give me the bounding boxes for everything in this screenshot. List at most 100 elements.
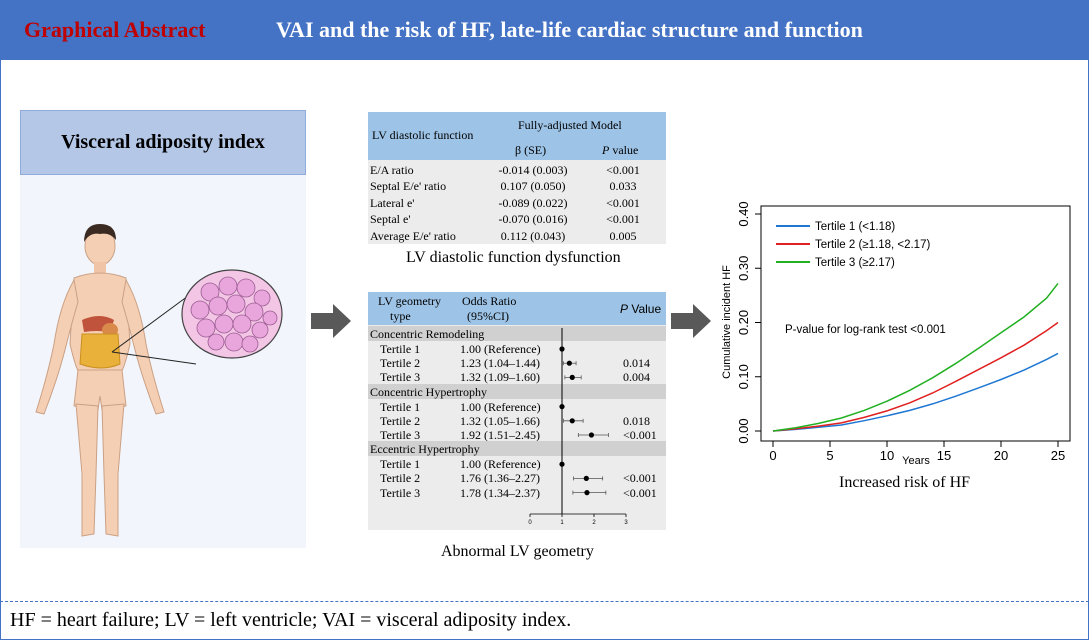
left-leg-shape (75, 403, 99, 537)
geometry-row-or: 1.32 (1.05–1.66) (460, 413, 540, 428)
series-line-2 (772, 321, 1059, 432)
graphical-abstract-label: Graphical Abstract (24, 17, 206, 42)
y-axis-label: Cumulative incident HF (721, 265, 733, 379)
geometry-row-name: Tertile 1 (380, 457, 421, 472)
abbreviation-footer: HF = heart failure; LV = left ventricle;… (10, 609, 572, 631)
geometry-section-title: Concentric Remodeling (370, 327, 485, 341)
diastolic-row-beta: 0.112 (0.043) (500, 228, 566, 243)
geometry-table-header (368, 292, 666, 325)
geometry-row-p: <0.001 (623, 428, 657, 442)
pointer-line-bottom (111, 351, 197, 365)
y-tick-label: 0.20 (736, 310, 751, 335)
geometry-row-name: Tertile 1 (380, 399, 421, 414)
odds-ratio-point (569, 374, 575, 380)
geometry-row-or: 1.00 (Reference) (460, 342, 541, 356)
x-tick-label: 15 (937, 448, 951, 463)
chart-caption: Increased risk of HF (839, 474, 971, 491)
or-header-line1: Odds Ratio (462, 294, 517, 308)
pointer-line-top (111, 295, 189, 353)
forest-tick-label: 2 (592, 520, 596, 526)
y-tick-label: 0.10 (736, 364, 751, 389)
diastolic-row-name: Septal E/e' ratio (370, 179, 447, 194)
diastolic-row-beta: -0.089 (0.022) (498, 195, 568, 210)
diastolic-row-name: E/A ratio (370, 163, 414, 177)
geometry-row-name: Tertile 3 (380, 428, 421, 442)
geometry-row-or: 1.00 (Reference) (460, 399, 541, 414)
geometry-section-title: Eccentric Hypertrophy (370, 442, 480, 457)
right-arm-shape (121, 278, 165, 415)
geometry-row-p: <0.001 (623, 485, 657, 500)
geometry-row-p: 0.018 (623, 413, 650, 428)
abstract-title: VAI and the risk of HF, late-life cardia… (276, 17, 863, 42)
diastolic-row-p: <0.001 (606, 212, 640, 227)
odds-ratio-point (569, 418, 575, 424)
plot-frame (760, 205, 1071, 442)
diastolic-row-beta: -0.014 (0.003) (498, 163, 568, 177)
geometry-row-p: <0.001 (623, 471, 657, 486)
diastolic-row-p: <0.001 (606, 163, 640, 177)
geometry-row-name: Tertile 3 (380, 485, 421, 500)
geometry-row-name: Tertile 2 (380, 413, 421, 428)
geometry-row-p: 0.004 (623, 370, 650, 385)
left-arm-shape (35, 278, 79, 415)
diastolic-caption: LV diastolic function dysfunction (406, 249, 621, 266)
x-tick-label: 10 (880, 448, 894, 463)
p-value-header: P value (602, 143, 639, 157)
geometry-section-band (368, 326, 666, 341)
geometry-p-header: P Value (620, 302, 662, 316)
header-bar: Graphical Abstract VAI and the risk of H… (0, 0, 1089, 60)
odds-ratio-point (584, 490, 590, 496)
forest-tick-label: 1 (560, 520, 564, 526)
geometry-caption: Abnormal LV geometry (441, 543, 594, 560)
vai-panel: Visceral adiposity index (20, 110, 306, 548)
diastolic-row-p: 0.005 (609, 228, 637, 243)
forest-tick-label: 3 (624, 520, 628, 526)
geometry-row-or: 1.76 (1.36–2.27) (460, 471, 540, 486)
geometry-col-line2: type (390, 309, 411, 323)
x-tick-label: 25 (1051, 448, 1065, 463)
diastolic-table-header (368, 112, 666, 160)
geometry-section-title: Concentric Hypertrophy (370, 384, 487, 399)
series-line-3 (772, 282, 1059, 432)
geometry-row-name: Tertile 2 (380, 471, 421, 486)
right-leg-shape (101, 403, 125, 537)
y-tick-label: 0.30 (736, 256, 751, 281)
x-tick-label: 0 (769, 448, 776, 463)
geometry-col-line1: LV geometry (378, 294, 441, 308)
vai-title-box: Visceral adiposity index (20, 110, 306, 175)
forest-tick-label: 0 (528, 520, 532, 526)
legend-label-3: Tertile 3 (≥2.17) (815, 257, 895, 269)
geometry-row-or: 1.92 (1.51–2.45) (460, 428, 540, 442)
neck-shape (94, 262, 106, 274)
arrow-right-icon (311, 304, 351, 338)
odds-ratio-point (566, 360, 572, 366)
diastolic-row-name: Lateral e' (370, 195, 415, 210)
geometry-row-or: 1.00 (Reference) (460, 457, 541, 472)
odds-ratio-point (583, 475, 589, 481)
cumulative-incidence-chart: 0 5 10 15 20 25 0.00 0.10 0.20 0.30 0.40 Years Cumul… (721, 201, 1071, 467)
diastolic-row-name: Septal e' (370, 212, 411, 227)
logrank-annotation: P-value for log-rank test <0.001 (785, 324, 946, 336)
model-label: Fully-adjusted Model (518, 118, 622, 132)
diastolic-row-name: Average E/e' ratio (370, 228, 456, 243)
geometry-row-name: Tertile 3 (380, 370, 421, 385)
forest-plot: 0 1 2 3 (528, 328, 628, 526)
beta-header: β (SE) (515, 143, 547, 157)
geometry-row-or: 1.32 (1.09–1.60) (460, 370, 540, 385)
vai-title: Visceral adiposity index (61, 131, 265, 153)
diastolic-row-p: <0.001 (606, 195, 640, 210)
diastolic-row-p: 0.033 (609, 179, 637, 194)
hair-shape (84, 224, 116, 242)
legend-label-1: Tertile 1 (<1.18) (815, 221, 895, 233)
series-line-1 (772, 352, 1059, 432)
x-tick-label: 5 (826, 448, 833, 463)
adipocyte-cells (190, 276, 278, 353)
geometry-row-p: 0.014 (623, 356, 650, 371)
shorts-shape (73, 369, 127, 411)
legend-label-2: Tertile 2 (≥1.18, <2.17) (815, 239, 930, 251)
geometry-section-band (368, 383, 666, 399)
lv-geometry-table: LV geometry type Odds Ratio (95%CI) P Va… (368, 292, 666, 530)
geometry-section-band (368, 441, 666, 457)
odds-ratio-point (588, 432, 595, 438)
geometry-row-name: Tertile 1 (380, 342, 421, 356)
